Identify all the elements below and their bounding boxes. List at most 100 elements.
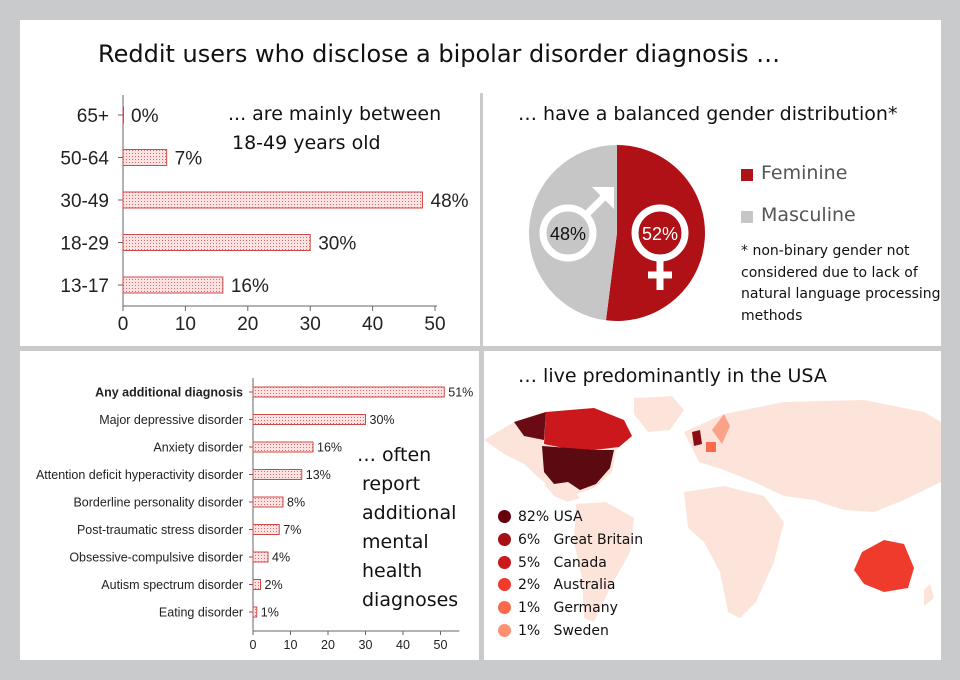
map-region-australia: [854, 540, 914, 592]
diag-bar: [252, 441, 314, 453]
diag-category-label: Autism spectrum disorder: [101, 578, 243, 592]
diag-bar: [252, 524, 280, 535]
map-legend-dot: [498, 601, 511, 615]
map-legend-label: 1% Sweden: [518, 623, 609, 639]
diag-caption-line: health: [362, 560, 423, 582]
age-x-tick-label: 20: [237, 314, 258, 335]
age-value-label: 48%: [431, 191, 469, 212]
female-symbol: [631, 204, 689, 290]
diag-value-label: 8%: [287, 496, 305, 510]
age-value-label: 7%: [175, 149, 203, 170]
age-x-tick-label: 0: [118, 314, 129, 335]
diag-x-tick-label: 10: [284, 638, 298, 652]
diag-bar: [252, 579, 261, 590]
map-legend-label: 5% Canada: [518, 554, 607, 571]
diag-category-label: Attention deficit hyperactivity disorder: [36, 468, 243, 482]
diag-x-tick-label: 50: [434, 638, 448, 652]
map-region-new-zealand: [924, 584, 934, 606]
diag-x-tick-label: 40: [396, 638, 410, 652]
map-region-alaska: [514, 412, 546, 440]
age-x-tick-label: 40: [362, 314, 383, 335]
map-region-canada: [544, 408, 632, 450]
map-legend-item: 1% Germany: [498, 600, 618, 616]
diag-x-tick-label: 20: [321, 638, 335, 652]
age-category-label: 18-29: [60, 234, 109, 255]
map-legend-dot: [498, 510, 511, 523]
vertical-divider: [480, 93, 483, 346]
age-category-label: 50-64: [60, 149, 109, 170]
diag-category-label: Major depressive disorder: [99, 413, 243, 427]
diag-category-label: Borderline personality disorder: [73, 496, 243, 510]
map-legend-dot: [498, 532, 511, 546]
map-caption: … live predominantly in the USA: [518, 365, 827, 387]
age-x-tick-label: 50: [424, 314, 445, 335]
diag-caption-line: additional: [362, 502, 457, 524]
diag-category-label: Anxiety disorder: [153, 441, 243, 455]
map-region-greenland: [634, 396, 684, 432]
age-value-label: 16%: [231, 276, 269, 297]
map-region-mexico: [544, 484, 580, 502]
age-caption-line2: 18-49 years old: [232, 132, 381, 154]
diag-category-label: Obsessive-compulsive disorder: [69, 551, 243, 565]
world-map: [484, 396, 941, 622]
age-value-label: 0%: [131, 106, 159, 127]
map-legend-item: 2% Australia: [498, 577, 616, 593]
age-category-label: 13-17: [60, 276, 109, 297]
diag-value-label: 1%: [261, 606, 279, 620]
age-bar: [122, 149, 168, 166]
diag-category-label: Any additional diagnosis: [95, 386, 243, 400]
diag-value-label: 51%: [448, 386, 473, 400]
diag-category-label: Eating disorder: [159, 606, 243, 620]
page-title: Reddit users who disclose a bipolar diso…: [98, 40, 781, 68]
diagnosis-chart: Any additional diagnosis 51% Major depress…: [36, 378, 473, 652]
diag-bar: [252, 414, 366, 425]
map-region-usa: [542, 446, 614, 490]
age-category-label: 65+: [77, 106, 109, 127]
age-caption-line1: ... are mainly between: [228, 103, 442, 125]
legend-feminine-swatch: [741, 169, 753, 181]
map-legend-dot: [498, 624, 511, 637]
legend-masculine-swatch: [741, 211, 753, 223]
diag-bar: [252, 386, 445, 398]
diagnosis-caption: … often report additional mental health …: [357, 441, 458, 615]
map-legend-label: 1% Germany: [518, 600, 618, 617]
male-arrowhead: [592, 187, 614, 209]
age-category-label: 30-49: [60, 191, 109, 212]
diag-bar: [252, 469, 303, 480]
age-x-tick-label: 30: [300, 314, 321, 335]
diag-x-tick-label: 0: [250, 638, 257, 652]
gender-caption: … have a balanced gender distribution*: [518, 103, 898, 125]
map-region-sweden: [712, 414, 730, 444]
map-legend-dot: [498, 578, 511, 592]
age-bar: [122, 191, 424, 209]
diag-caption-line: … often: [357, 444, 432, 466]
diag-caption-line: mental: [362, 531, 429, 553]
age-chart: 65+ 0% 50-64 7% 30-49 48% 18-29 30% 13-17 16% 0 10 2…: [60, 95, 469, 335]
pie-slice-feminine: [605, 145, 705, 321]
diag-caption-line: diagnoses: [362, 589, 459, 611]
diag-category-label: Post-traumatic stress disorder: [77, 523, 243, 537]
map-legend-label: 2% Australia: [518, 577, 616, 594]
male-symbol: [539, 192, 609, 262]
map-legend-dot: [498, 555, 511, 569]
bottom-left-panel: [20, 351, 479, 660]
map-region-great-britain: [692, 430, 702, 446]
legend-feminine-label: Feminine: [761, 162, 848, 184]
diag-value-label: 4%: [272, 551, 290, 565]
diag-bar: [252, 606, 258, 618]
age-x-tick-label: 10: [175, 314, 196, 335]
map-legend-label: 6% Great Britain: [518, 531, 644, 548]
map-region-africa: [684, 486, 784, 618]
map-legend-label: 82% USA: [518, 509, 583, 525]
diag-value-label: 30%: [370, 413, 395, 427]
diag-value-label: 7%: [283, 523, 301, 537]
age-bar: [122, 106, 124, 124]
map-legend-item: 1% Sweden: [498, 623, 609, 639]
age-bar: [122, 276, 224, 294]
map-legend-item: 6% Great Britain: [498, 532, 643, 548]
diag-bar: [252, 551, 269, 563]
gender-footnote: * non-binary gender not considered due t…: [741, 243, 941, 324]
map-region-germany: [706, 442, 716, 452]
diag-bar: [252, 496, 284, 508]
pie-label-masculine: 48%: [550, 224, 586, 244]
